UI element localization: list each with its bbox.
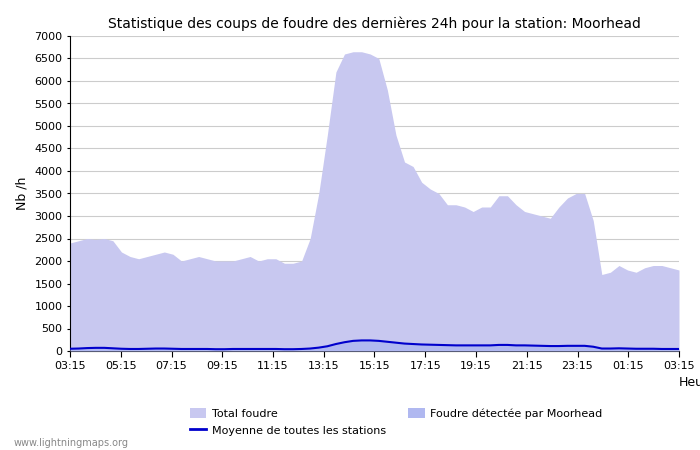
Text: www.lightningmaps.org: www.lightningmaps.org <box>14 437 129 447</box>
Y-axis label: Nb /h: Nb /h <box>15 177 29 210</box>
Legend: Total foudre, Moyenne de toutes les stations, Foudre détectée par Moorhead: Total foudre, Moyenne de toutes les stat… <box>186 404 607 440</box>
Title: Statistique des coups de foudre des dernières 24h pour la station: Moorhead: Statistique des coups de foudre des dern… <box>108 16 641 31</box>
Text: Heure: Heure <box>679 376 700 389</box>
